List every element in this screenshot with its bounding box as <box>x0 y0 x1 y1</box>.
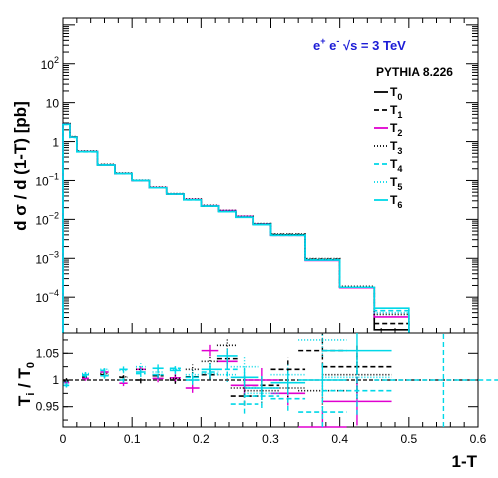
ratio-y-title-sub1: i <box>25 393 37 396</box>
main-panel: 10−4 10−3 10−2 10−1 1 10 102 <box>35 17 479 334</box>
y-tick-label: 10 <box>46 97 60 111</box>
energy-e2: e <box>326 38 337 53</box>
legend-label-T5: T5 <box>390 175 402 192</box>
ratio-y-tick-label: 1 <box>52 373 59 387</box>
x-tick-label: 0.6 <box>470 432 487 446</box>
legend-label-T0: T0 <box>390 85 402 102</box>
ratio-y-title-main: T <box>15 395 34 406</box>
x-tick-label: 0.3 <box>262 432 279 446</box>
y-tick-label: 102 <box>41 55 59 72</box>
energy-e1: e <box>313 38 320 53</box>
y-tick-label: 10−1 <box>35 171 59 188</box>
legend-label-T1: T1 <box>390 103 402 120</box>
y-axis-title: d σ / d (1-T) [pb] <box>11 101 30 231</box>
x-tick-label: 0.4 <box>331 432 348 446</box>
ratio-y-title-mid: / T <box>15 367 34 392</box>
series-T6-histogram <box>62 123 410 334</box>
ratio-y-axis-title: Ti / T0 <box>15 362 37 406</box>
y-tick-label: 1 <box>52 136 59 150</box>
ratio-panel: 0.95 1 1.05 0 0.1 0.2 0.3 0.4 0.5 0.6 <box>36 332 498 446</box>
legend-label-T4: T4 <box>390 157 402 174</box>
energy-tail: √s = 3 TeV <box>339 38 406 53</box>
energy-sup1: + <box>320 36 325 46</box>
energy-annotation: e+ e- √s = 3 TeV <box>313 36 406 53</box>
y-tick-label: 10−2 <box>35 210 59 227</box>
legend-title: PYTHIA 8.226 <box>376 65 453 79</box>
x-tick-label: 0.5 <box>400 432 417 446</box>
x-tick-label: 0 <box>60 432 67 446</box>
x-tick-label: 0.1 <box>124 432 141 446</box>
legend-label-T6: T6 <box>390 193 402 210</box>
y-tick-label: 10−4 <box>35 288 59 305</box>
energy-sup2: - <box>336 36 339 46</box>
legend-label-T2: T2 <box>390 121 402 138</box>
x-tick-label: 0.2 <box>193 432 210 446</box>
ratio-y-tick-label: 1.05 <box>36 346 60 360</box>
ratio-y-tick-label: 0.95 <box>36 400 60 414</box>
y-tick-label: 10−3 <box>35 249 59 266</box>
legend-label-T3: T3 <box>390 139 402 156</box>
ratio-y-title-sub2: 0 <box>25 362 37 368</box>
x-axis-title: 1-T <box>452 452 478 471</box>
